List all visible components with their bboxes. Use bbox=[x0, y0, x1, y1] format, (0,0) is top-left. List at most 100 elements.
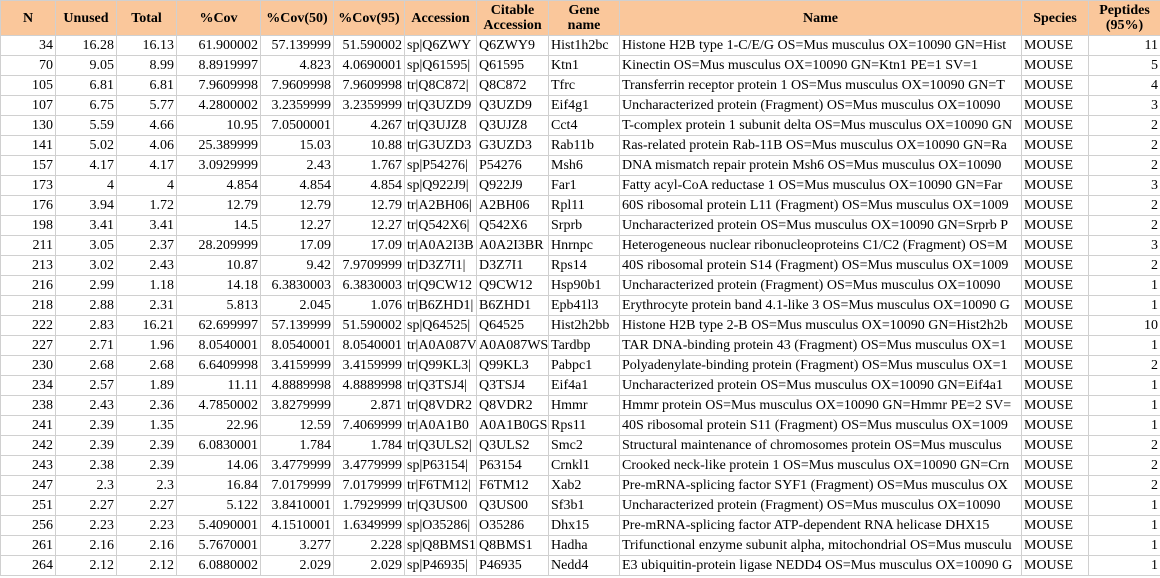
column-header[interactable]: %Cov(95) bbox=[333, 0, 405, 36]
table-cell[interactable]: MOUSE bbox=[1021, 375, 1089, 396]
table-cell[interactable]: MOUSE bbox=[1021, 275, 1089, 296]
table-cell[interactable]: Q8BMS1 bbox=[476, 535, 549, 556]
table-cell[interactable]: 6.81 bbox=[55, 75, 117, 96]
table-cell[interactable]: 2.029 bbox=[260, 555, 334, 576]
table-cell[interactable]: 1.784 bbox=[333, 435, 405, 456]
table-cell[interactable]: 230 bbox=[0, 355, 56, 376]
table-cell[interactable]: 2.27 bbox=[55, 495, 117, 516]
table-cell[interactable]: tr|Q8VDR2 bbox=[404, 395, 477, 416]
table-cell[interactable]: Hnrnpc bbox=[548, 235, 620, 256]
table-cell[interactable]: 1.89 bbox=[116, 375, 177, 396]
table-cell[interactable]: Q8VDR2 bbox=[476, 395, 549, 416]
table-cell[interactable]: 2.37 bbox=[116, 235, 177, 256]
table-cell[interactable]: 25.389999 bbox=[176, 135, 261, 156]
table-cell[interactable]: 2 bbox=[1088, 195, 1160, 216]
table-cell[interactable]: 176 bbox=[0, 195, 56, 216]
table-cell[interactable]: 2 bbox=[1088, 355, 1160, 376]
table-cell[interactable]: 2.31 bbox=[116, 295, 177, 316]
table-cell[interactable]: 1.6349999 bbox=[333, 515, 405, 536]
table-cell[interactable]: 14.5 bbox=[176, 215, 261, 236]
column-header[interactable]: N bbox=[0, 0, 56, 36]
table-cell[interactable]: Tardbp bbox=[548, 335, 620, 356]
table-cell[interactable]: Q3TSJ4 bbox=[476, 375, 549, 396]
table-cell[interactable]: 4.17 bbox=[55, 155, 117, 176]
table-cell[interactable]: 2.38 bbox=[55, 455, 117, 476]
table-cell[interactable]: 12.79 bbox=[260, 195, 334, 216]
table-cell[interactable]: MOUSE bbox=[1021, 555, 1089, 576]
table-cell[interactable]: 7.9609998 bbox=[260, 75, 334, 96]
table-cell[interactable]: 2 bbox=[1088, 475, 1160, 496]
table-cell[interactable]: G3UZD3 bbox=[476, 135, 549, 156]
table-cell[interactable]: 2 bbox=[1088, 435, 1160, 456]
table-cell[interactable]: Heterogeneous nuclear ribonucleoproteins… bbox=[619, 235, 1022, 256]
table-cell[interactable]: 7.0179999 bbox=[260, 475, 334, 496]
table-cell[interactable]: 10.95 bbox=[176, 115, 261, 136]
table-cell[interactable]: sp|O35286| bbox=[404, 515, 477, 536]
table-cell[interactable]: 2.3 bbox=[116, 475, 177, 496]
column-header[interactable]: Accession bbox=[404, 0, 477, 36]
table-cell[interactable]: 2.23 bbox=[116, 515, 177, 536]
table-cell[interactable]: Pre-mRNA-splicing factor SYF1 (Fragment)… bbox=[619, 475, 1022, 496]
table-cell[interactable]: Q64525 bbox=[476, 315, 549, 336]
table-cell[interactable]: 3.94 bbox=[55, 195, 117, 216]
table-cell[interactable]: 198 bbox=[0, 215, 56, 236]
table-cell[interactable]: Pre-mRNA-splicing factor ATP-dependent R… bbox=[619, 515, 1022, 536]
table-cell[interactable]: Rab11b bbox=[548, 135, 620, 156]
table-cell[interactable]: 2.88 bbox=[55, 295, 117, 316]
table-cell[interactable]: 2 bbox=[1088, 455, 1160, 476]
table-cell[interactable]: 11 bbox=[1088, 35, 1160, 56]
table-cell[interactable]: 8.0540001 bbox=[333, 335, 405, 356]
table-cell[interactable]: 14.18 bbox=[176, 275, 261, 296]
table-cell[interactable]: O35286 bbox=[476, 515, 549, 536]
table-cell[interactable]: MOUSE bbox=[1021, 195, 1089, 216]
table-cell[interactable]: 2 bbox=[1088, 115, 1160, 136]
table-cell[interactable]: Transferrin receptor protein 1 OS=Mus mu… bbox=[619, 75, 1022, 96]
table-cell[interactable]: Uncharacterized protein OS=Mus musculus … bbox=[619, 215, 1022, 236]
table-cell[interactable]: 1.35 bbox=[116, 415, 177, 436]
table-cell[interactable]: 2.43 bbox=[116, 255, 177, 276]
column-header[interactable]: Total bbox=[116, 0, 177, 36]
table-cell[interactable]: tr|Q3US00 bbox=[404, 495, 477, 516]
table-cell[interactable]: 2.83 bbox=[55, 315, 117, 336]
table-cell[interactable]: MOUSE bbox=[1021, 295, 1089, 316]
table-cell[interactable]: Crnkl1 bbox=[548, 455, 620, 476]
table-cell[interactable]: 4.8889998 bbox=[260, 375, 334, 396]
table-cell[interactable]: Crooked neck-like protein 1 OS=Mus muscu… bbox=[619, 455, 1022, 476]
table-cell[interactable]: 1 bbox=[1088, 375, 1160, 396]
table-cell[interactable]: 61.900002 bbox=[176, 35, 261, 56]
table-cell[interactable]: 157 bbox=[0, 155, 56, 176]
table-cell[interactable]: sp|P63154| bbox=[404, 455, 477, 476]
table-cell[interactable]: 2.12 bbox=[116, 555, 177, 576]
table-cell[interactable]: Smc2 bbox=[548, 435, 620, 456]
table-cell[interactable]: 242 bbox=[0, 435, 56, 456]
table-cell[interactable]: 1.96 bbox=[116, 335, 177, 356]
table-cell[interactable]: 2.57 bbox=[55, 375, 117, 396]
table-cell[interactable]: 4.8889998 bbox=[333, 375, 405, 396]
table-cell[interactable]: MOUSE bbox=[1021, 115, 1089, 136]
table-cell[interactable]: A0A087WS bbox=[476, 335, 549, 356]
column-header[interactable]: Species bbox=[1021, 0, 1089, 36]
table-cell[interactable]: 3.41 bbox=[116, 215, 177, 236]
table-cell[interactable]: 8.99 bbox=[116, 55, 177, 76]
table-cell[interactable]: tr|D3Z7I1| bbox=[404, 255, 477, 276]
table-cell[interactable]: 4.2800002 bbox=[176, 95, 261, 116]
table-cell[interactable]: 5.122 bbox=[176, 495, 261, 516]
table-cell[interactable]: tr|Q99KL3| bbox=[404, 355, 477, 376]
table-cell[interactable]: Eif4a1 bbox=[548, 375, 620, 396]
table-cell[interactable]: F6TM12 bbox=[476, 475, 549, 496]
table-cell[interactable]: MOUSE bbox=[1021, 75, 1089, 96]
table-cell[interactable]: 218 bbox=[0, 295, 56, 316]
table-cell[interactable]: 2 bbox=[1088, 255, 1160, 276]
table-cell[interactable]: A2BH06 bbox=[476, 195, 549, 216]
table-cell[interactable]: 3.2359999 bbox=[333, 95, 405, 116]
table-cell[interactable]: 3.41 bbox=[55, 215, 117, 236]
table-cell[interactable]: tr|A0A1B0 bbox=[404, 415, 477, 436]
table-cell[interactable]: 3.8410001 bbox=[260, 495, 334, 516]
table-cell[interactable]: 173 bbox=[0, 175, 56, 196]
table-cell[interactable]: sp|Q64525| bbox=[404, 315, 477, 336]
table-cell[interactable]: 7.4069999 bbox=[333, 415, 405, 436]
table-cell[interactable]: 70 bbox=[0, 55, 56, 76]
table-cell[interactable]: E3 ubiquitin-protein ligase NEDD4 OS=Mus… bbox=[619, 555, 1022, 576]
table-cell[interactable]: 10 bbox=[1088, 315, 1160, 336]
table-cell[interactable]: Hadha bbox=[548, 535, 620, 556]
